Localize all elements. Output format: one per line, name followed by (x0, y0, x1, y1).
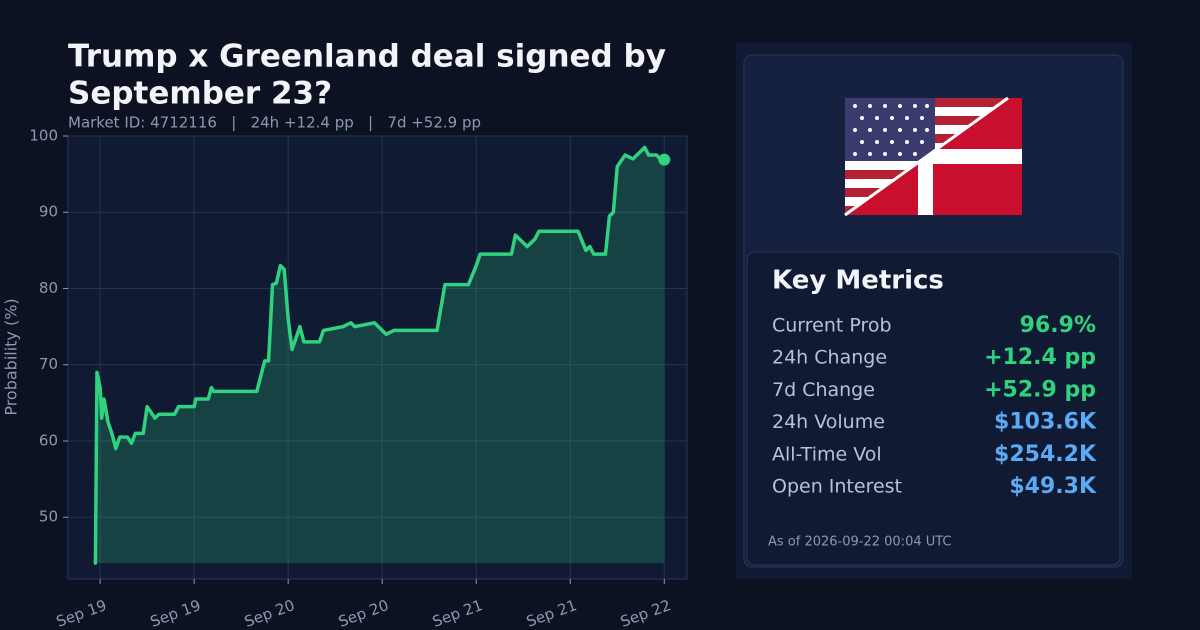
metric-label: Current Prob (772, 315, 892, 337)
y-tick-label: 80 (39, 279, 58, 297)
metrics-card (746, 251, 1121, 566)
metric-value: +12.4 pp (984, 345, 1096, 370)
footnote: As of 2026-09-22 00:04 UTC (768, 535, 952, 550)
metric-label: 24h Volume (772, 411, 885, 433)
metric-value: $254.2K (994, 442, 1097, 467)
y-tick-label: 100 (29, 127, 58, 145)
metric-label: All-Time Vol (772, 443, 882, 465)
metrics: Current Prob 96.9% 24h Change +12.4 pp 7d Ch… (772, 313, 1097, 499)
plot-area (67, 135, 688, 580)
y-tick-label: 50 (39, 508, 58, 526)
metric-label: 7d Change (772, 379, 875, 401)
flag (844, 96, 1022, 217)
metric-value: $103.6K (994, 410, 1097, 435)
line (93, 145, 665, 565)
y-tick-label: 60 (39, 431, 58, 449)
metric-value: +52.9 pp (984, 377, 1096, 402)
y-tick-label: 90 (39, 203, 58, 221)
metric-label: 24h Change (772, 347, 887, 369)
area (93, 147, 665, 563)
metric-value: $49.3K (1009, 474, 1097, 499)
panel-heading: Key Metrics (772, 266, 944, 296)
chart-title: September 23? (68, 76, 332, 112)
y-axis-label: Probability (%) (2, 298, 21, 415)
subtitle: Market ID: 4712116 | 24h +12.4 pp | 7d +… (68, 114, 481, 132)
chart-title: Trump x Greenland deal signed by (68, 39, 666, 75)
metric-value: 96.9% (1020, 313, 1096, 338)
metric-label: Open Interest (772, 476, 902, 498)
y-tick-label: 70 (39, 355, 58, 373)
last-point (658, 153, 671, 166)
